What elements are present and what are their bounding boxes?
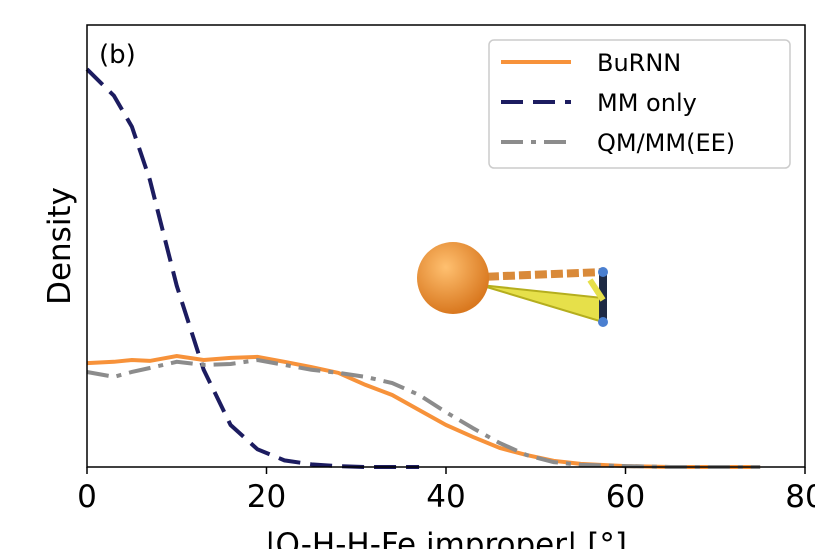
page: 0 20 40 60 80 |O-H-H-Fe improper| [°] Density (…: [0, 0, 815, 549]
series-line: [87, 356, 760, 467]
y-axis-label: Density: [42, 187, 78, 305]
x-tick-label: 80: [785, 479, 815, 515]
x-axis-label: |O-H-H-Fe improper| [°]: [265, 527, 627, 549]
x-tick-label: 40: [426, 479, 465, 515]
x-tick-label: 0: [77, 479, 97, 515]
legend-label: MM only: [597, 89, 697, 117]
x-tick-label: 60: [606, 479, 645, 515]
molecule-illustration: [417, 242, 608, 327]
series-line: [87, 69, 419, 467]
legend-label: BuRNN: [597, 49, 681, 77]
annotation: (b): [99, 40, 136, 70]
x-tick-label: 20: [247, 479, 286, 515]
legend-label: QM/MM(EE): [597, 129, 735, 157]
chart: 0 20 40 60 80 |O-H-H-Fe improper| [°] Density (…: [0, 0, 815, 549]
